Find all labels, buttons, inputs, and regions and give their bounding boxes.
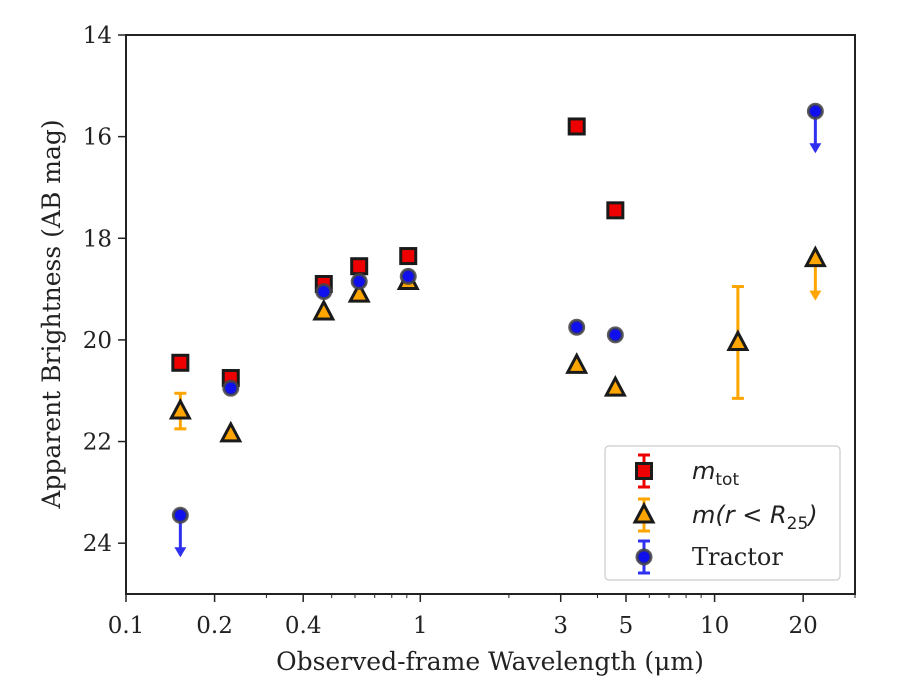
legend-label-suffix: ) (806, 501, 817, 529)
data-point (806, 102, 824, 120)
upper-limit-arrow-head (809, 290, 822, 301)
data-point (219, 420, 243, 443)
legend-entry: Tractor (635, 539, 783, 575)
data-point (312, 298, 336, 321)
y-tick-label: 20 (83, 328, 112, 354)
y-tick-label: 22 (83, 430, 112, 456)
data-point (726, 329, 750, 351)
x-tick-label: 0.1 (108, 613, 145, 639)
plot-frame (125, 34, 856, 595)
data-point (171, 506, 189, 524)
x-tick-label: 1 (413, 613, 428, 639)
legend-label: m(r < R25) (692, 501, 818, 534)
data-point (568, 318, 586, 336)
legend-entry: m(r < R25) (632, 497, 818, 534)
legend-label: Tractor (692, 543, 783, 571)
legend-label-main: Tractor (692, 543, 783, 571)
data-point (350, 272, 368, 290)
x-tick-label: 0.2 (196, 613, 233, 639)
legend-label-subscript: 25 (787, 514, 809, 534)
data-point (399, 247, 418, 266)
x-tick-label: 3 (553, 613, 568, 639)
x-tick-label: 10 (700, 613, 729, 639)
y-tick-label: 24 (83, 531, 112, 557)
data-point (347, 280, 371, 303)
y-tick-label: 16 (83, 125, 112, 151)
data-point (803, 245, 827, 268)
data-point (606, 201, 625, 220)
legend-marker (632, 501, 656, 524)
x-tick-label: 5 (619, 613, 634, 639)
data-marks (168, 102, 827, 558)
upper-limit-arrow-head (809, 143, 822, 154)
series-triangle (168, 245, 827, 443)
data-point (603, 374, 627, 397)
x-tick-label: 0.4 (285, 613, 322, 639)
data-point (222, 379, 240, 397)
y-axis-title: Apparent Brightness (AB mag) (37, 119, 66, 509)
legend-label-main: m (692, 457, 715, 485)
axis-ticks: 0.1 0.2 0.4 1 3 5 10 20 14 16 18 20 22 24 (83, 23, 856, 639)
data-point (315, 283, 333, 301)
y-tick-label: 14 (83, 23, 112, 49)
data-point (606, 326, 624, 344)
data-point (399, 267, 417, 285)
data-point (168, 397, 192, 420)
data-point (171, 353, 190, 372)
legend-label-main: m(r < R (692, 501, 787, 529)
legend-marker (635, 548, 653, 566)
legend-label: mtot (692, 457, 739, 490)
x-tick-label: 20 (789, 613, 818, 639)
upper-limit-arrow-head (174, 547, 187, 558)
legend-label-subscript: tot (715, 470, 739, 490)
x-axis-title: Observed-frame Wavelength (μm) (276, 647, 704, 676)
series-circle (171, 102, 824, 558)
legend-marker (635, 462, 653, 480)
legend: mtot m(r < R25) Tractor (604, 445, 841, 581)
y-tick-label: 18 (83, 226, 112, 252)
data-point (350, 257, 369, 276)
data-point (567, 117, 586, 136)
legend-frame (604, 445, 841, 581)
data-point (565, 352, 589, 374)
legend-entry: mtot (635, 453, 739, 490)
